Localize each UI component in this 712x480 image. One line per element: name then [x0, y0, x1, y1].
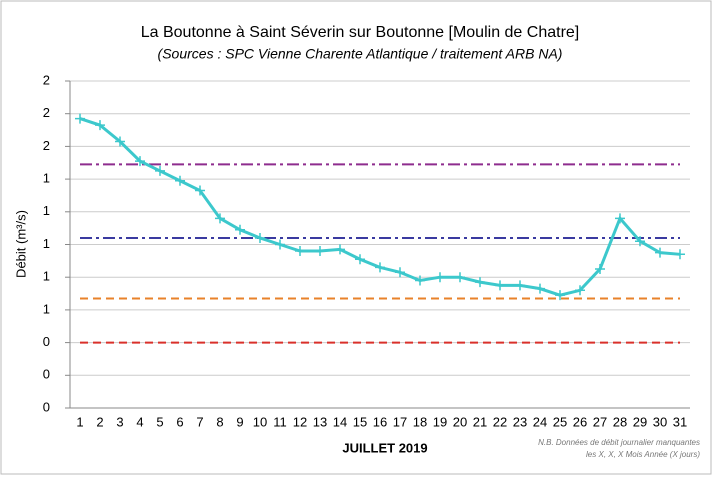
point-marker: [375, 262, 385, 273]
point-marker: [135, 156, 145, 167]
point-marker: [95, 120, 105, 131]
point-marker: [495, 280, 505, 291]
x-tick-label: 7: [196, 414, 203, 429]
y-tick-label: 1: [43, 269, 50, 284]
point-marker: [175, 175, 185, 186]
x-tick-label: 23: [513, 414, 527, 429]
x-tick-label: 14: [333, 414, 347, 429]
point-marker: [255, 232, 265, 243]
x-tick-label: 16: [373, 414, 387, 429]
x-tick-label: 2: [96, 414, 103, 429]
point-marker: [295, 246, 305, 257]
point-marker: [315, 246, 325, 257]
point-marker: [275, 239, 285, 250]
x-tick-label: 12: [293, 414, 307, 429]
note: les X, X, X Mois Année (X jours): [586, 450, 700, 459]
x-tick-label: 15: [353, 414, 367, 429]
chart-title: La Boutonne à Saint Séverin sur Boutonne…: [141, 24, 580, 41]
x-tick-label: 1: [76, 414, 83, 429]
y-tick-label: 1: [43, 301, 50, 316]
point-marker: [355, 254, 365, 265]
x-tick-label: 22: [493, 414, 507, 429]
point-marker: [75, 113, 85, 124]
y-tick-label: 2: [43, 105, 50, 120]
point-marker: [195, 185, 205, 196]
x-tick-label: 6: [176, 414, 183, 429]
x-tick-label: 27: [593, 414, 607, 429]
point-marker: [415, 275, 425, 286]
x-tick-label: 3: [116, 414, 123, 429]
chart-subtitle: (Sources : SPC Vienne Charente Atlantiqu…: [158, 46, 563, 62]
x-tick-label: 8: [216, 414, 223, 429]
x-tick-label: 13: [313, 414, 327, 429]
note: N.B. Données de débit journalier manquan…: [538, 438, 700, 447]
point-marker: [475, 277, 485, 288]
point-marker: [515, 280, 525, 291]
point-marker: [635, 236, 645, 247]
point-marker: [435, 272, 445, 283]
point-marker: [455, 272, 465, 283]
x-tick-label: 25: [553, 414, 567, 429]
x-tick-label: 11: [273, 414, 287, 429]
x-tick-label: 19: [433, 414, 447, 429]
point-marker: [655, 247, 665, 258]
y-tick-label: 2: [43, 138, 50, 153]
point-marker: [555, 290, 565, 301]
point-marker: [615, 213, 625, 224]
x-tick-label: 30: [653, 414, 667, 429]
x-tick-label: 10: [253, 414, 267, 429]
point-marker: [335, 244, 345, 255]
y-tick-label: 2: [43, 72, 50, 87]
x-tick-label: 9: [236, 414, 243, 429]
y-axis-label: Débit (m³/s): [13, 210, 28, 278]
x-tick-label: 28: [613, 414, 627, 429]
y-tick-label: 1: [43, 203, 50, 218]
x-tick-label: 20: [453, 414, 467, 429]
x-tick-label: 21: [473, 414, 487, 429]
point-marker: [575, 285, 585, 296]
x-tick-label: 17: [393, 414, 407, 429]
point-marker: [395, 267, 405, 278]
x-tick-label: 5: [156, 414, 163, 429]
point-marker: [155, 165, 165, 176]
x-tick-label: 26: [573, 414, 587, 429]
x-tick-label: 4: [136, 414, 143, 429]
point-marker: [235, 224, 245, 235]
x-tick-label: 29: [633, 414, 647, 429]
point-marker: [535, 283, 545, 294]
y-tick-label: 1: [43, 171, 50, 186]
x-tick-label: 18: [413, 414, 427, 429]
point-marker: [215, 213, 225, 224]
x-axis-label: JUILLET 2019: [342, 440, 427, 455]
point-marker: [675, 249, 685, 260]
y-tick-label: 0: [43, 367, 50, 382]
y-tick-label: 0: [43, 334, 50, 349]
y-tick-label: 0: [43, 399, 50, 414]
point-marker: [595, 264, 605, 275]
y-tick-label: 1: [43, 236, 50, 251]
point-marker: [115, 136, 125, 147]
x-tick-label: 24: [533, 414, 547, 429]
x-tick-label: 31: [673, 414, 687, 429]
